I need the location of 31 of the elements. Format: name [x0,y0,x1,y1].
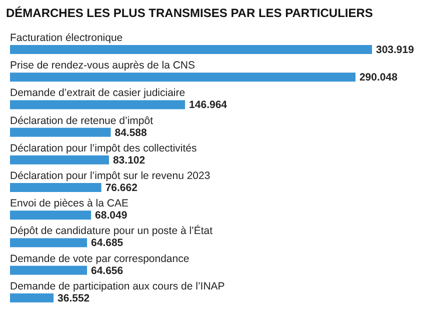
data-label: 303.919 [376,44,414,56]
data-label: 146.964 [189,99,228,112]
bar [10,128,111,137]
bar [10,155,109,164]
bar [10,238,88,248]
y-tick-label: Déclaration de retenue d’impôt [10,114,154,127]
y-tick-label: Demande de vote par correspondance [10,252,190,265]
data-label: 76.662 [105,182,138,194]
data-label: 64.656 [91,264,124,277]
bar [10,293,54,302]
y-tick-label: Envoi de pièces à la CAE [10,198,128,210]
bar [10,45,372,54]
bar [10,210,92,220]
y-tick-label: Déclaration pour l’impôt des collectivités [10,142,197,154]
data-label: 84.588 [114,126,148,139]
chart-title: DÉMARCHES LES PLUS TRANSMISES PAR LES PARTICULIERS [6,6,373,20]
data-label: 83.102 [112,154,146,166]
y-tick-label: Facturation électronique [10,32,123,44]
data-label: 290.048 [359,72,398,84]
bar [10,72,356,82]
y-tick-label: Prise de rendez-vous auprès de la CNS [10,60,196,72]
bar [10,183,102,192]
data-label: 36.552 [58,292,90,304]
y-tick-label: Demande de participation aux cours de l’INAP [10,280,225,292]
y-tick-label: Demande d’extrait de casier judiciaire [10,87,186,100]
y-tick-label: Dépôt de candidature pour un poste à l’État [10,224,213,238]
y-tick-label: Déclaration pour l’impôt sur le revenu 2023 [10,170,210,182]
data-label: 68.049 [95,210,128,222]
bar [10,100,186,110]
bar [10,266,88,275]
data-label: 64.685 [91,237,124,250]
